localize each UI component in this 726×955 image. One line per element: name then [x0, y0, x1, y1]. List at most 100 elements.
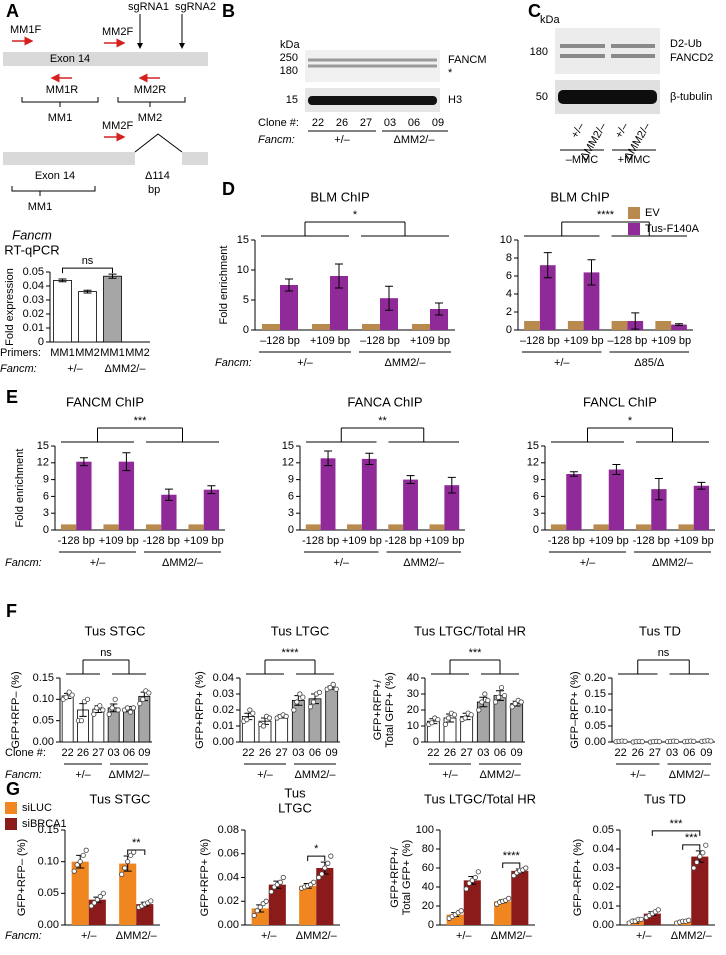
chart-title: Tus LTGC/Total HR — [424, 791, 536, 806]
blot-band — [560, 44, 655, 58]
data-point — [697, 853, 703, 860]
significance-label: *** — [469, 647, 483, 659]
data-point — [97, 703, 103, 709]
x-tick-label: +109 bp — [674, 535, 714, 547]
bar — [268, 884, 286, 925]
bar — [643, 913, 661, 925]
x-tick-label: MM1 — [50, 347, 74, 359]
legend-label: siBRCA1 — [22, 818, 67, 830]
data-point — [638, 916, 644, 922]
data-point — [257, 904, 263, 910]
chart-title: BLM ChIP — [550, 189, 609, 204]
data-point — [128, 852, 134, 858]
data-point — [307, 704, 314, 710]
x-tick-label: +/– — [636, 930, 652, 942]
data-point — [673, 738, 680, 744]
bar — [78, 291, 97, 343]
bar — [299, 885, 317, 925]
y-tick-label: 0.15 — [33, 672, 54, 684]
data-point — [686, 917, 692, 923]
y-tick-label: 60 — [422, 862, 434, 874]
y-tick-label: 0.06 — [218, 848, 239, 860]
bar — [330, 276, 348, 330]
y-tick-label: 0.15 — [38, 824, 59, 836]
panel-label: G — [6, 779, 20, 799]
lane-label: 27 — [360, 117, 372, 129]
group-label: +/– — [334, 134, 350, 146]
significance-bracket — [651, 830, 701, 836]
exon-bar — [182, 152, 208, 165]
significance-label: **** — [597, 209, 615, 221]
y-axis-label: Fold enrichment — [218, 246, 230, 325]
x-tick-label: +109 bp — [651, 335, 691, 347]
bar — [388, 524, 404, 530]
data-point — [131, 849, 137, 855]
legend-swatch — [5, 818, 17, 830]
bar — [61, 695, 74, 743]
x-tick-label: 26 — [632, 747, 644, 759]
data-point — [327, 684, 333, 691]
data-point — [294, 699, 300, 705]
group-label: +/– — [580, 557, 596, 569]
significance-label: * — [628, 415, 633, 427]
y-axis-label: GFP–RFP+ (%) — [572, 839, 584, 916]
data-point — [119, 871, 125, 877]
x-tick-label: 26 — [77, 747, 89, 759]
bar — [305, 524, 321, 530]
chart-title: FANCM ChIP — [66, 394, 144, 409]
lane-label: 09 — [432, 117, 444, 129]
condition-label: –MMC — [566, 154, 598, 166]
significance-bracket — [62, 267, 113, 274]
data-point — [319, 871, 325, 877]
x-tick-label: 22 — [242, 747, 254, 759]
chart-title: Tus LTGC/Total HR — [414, 623, 526, 638]
y-tick-label: 3 — [288, 507, 294, 519]
significance-label: * — [314, 843, 319, 855]
x-tick-label: -128 bp — [302, 535, 339, 547]
data-point — [280, 874, 286, 881]
bar — [361, 458, 377, 530]
x-tick-label: -128 bp — [633, 535, 670, 547]
significance-bracket — [551, 427, 709, 443]
group-label: ΔMM2/– — [109, 769, 151, 781]
x-tick-label: 22 — [62, 747, 74, 759]
data-point — [263, 898, 269, 904]
row-label: Fancm: — [258, 134, 295, 146]
y-tick-label: 0.03 — [23, 294, 44, 306]
row-label: Clone #: — [258, 117, 299, 129]
y-tick-label: 100 — [416, 824, 434, 836]
kda-label: kDa — [540, 14, 560, 26]
guide-label: sgRNA1 — [128, 1, 169, 13]
y-tick-label: 0.05 — [33, 715, 54, 727]
significance-label: ns — [100, 647, 112, 659]
bar — [136, 904, 154, 925]
data-point — [523, 865, 529, 871]
x-tick-label: 22 — [427, 747, 439, 759]
data-point — [656, 739, 663, 745]
x-tick-label: 03 — [477, 747, 489, 759]
bar — [593, 524, 609, 530]
bar — [511, 870, 529, 925]
y-tick-label: 0.04 — [23, 280, 44, 292]
data-point — [297, 691, 303, 697]
y-tick-label: 0.10 — [585, 704, 606, 716]
band-label: FANCM — [448, 54, 487, 66]
data-point — [435, 716, 441, 723]
primer-label: MM1R — [46, 84, 78, 96]
data-point — [106, 711, 112, 717]
x-tick-label: 06 — [494, 747, 506, 759]
data-point — [691, 865, 697, 871]
data-point — [74, 862, 80, 868]
data-point — [476, 707, 482, 713]
bar — [188, 524, 204, 530]
data-point — [429, 720, 435, 726]
x-tick-label: +109 bp — [310, 335, 350, 347]
y-axis-label: GFP+RFP– (%) — [16, 839, 28, 916]
data-point — [77, 859, 83, 865]
y-tick-label: 0 — [38, 336, 44, 348]
significance-bracket — [307, 855, 326, 862]
y-tick-label: 0.03 — [213, 688, 234, 700]
bar — [566, 474, 582, 530]
legend-swatch — [5, 802, 17, 814]
significance-label: ** — [378, 415, 387, 427]
